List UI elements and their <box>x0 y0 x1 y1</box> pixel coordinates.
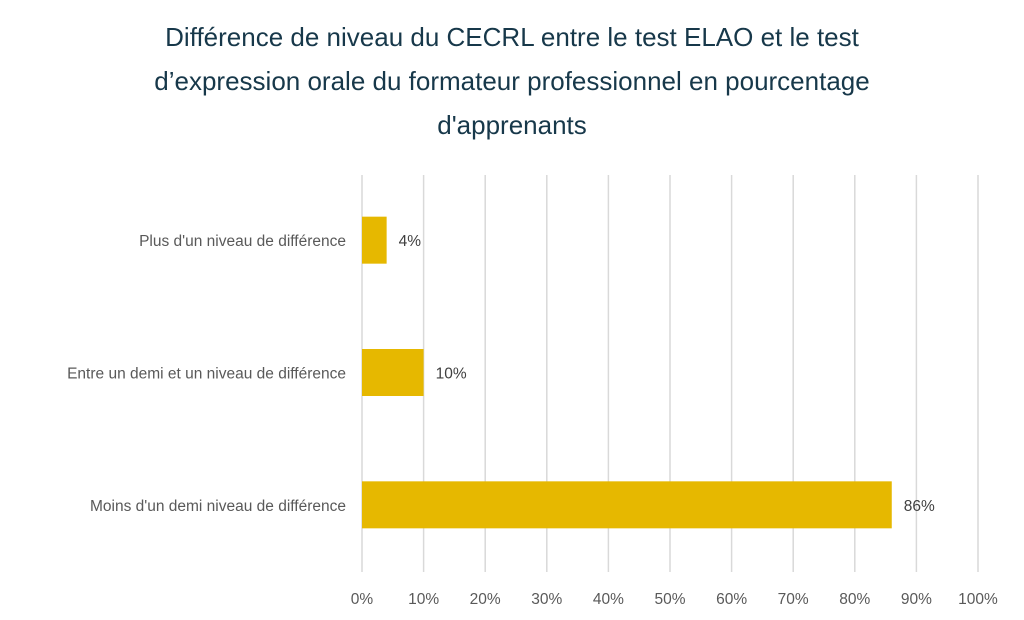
chart-title: Différence de niveau du CECRL entre le t… <box>154 22 869 140</box>
x-tick-label: 80% <box>839 591 870 608</box>
x-tick-label: 0% <box>351 591 374 608</box>
chart-title-line-1: Différence de niveau du CECRL entre le t… <box>165 22 859 52</box>
x-tick-label: 30% <box>531 591 562 608</box>
bar <box>362 481 892 529</box>
x-tick-label: 10% <box>408 591 439 608</box>
x-tick-label: 50% <box>654 591 685 608</box>
x-tick-label: 100% <box>958 591 998 608</box>
category-label: Entre un demi et un niveau de différence <box>67 366 346 383</box>
category-label: Plus d'un niveau de différence <box>139 233 346 250</box>
x-axis-ticks: 0% 10% 20% 30% 40% 50% 60% 70% 80% 90% 100% <box>351 591 998 608</box>
bar <box>362 216 387 264</box>
x-tick-label: 70% <box>778 591 809 608</box>
chart-title-line-3: d'apprenants <box>437 110 587 140</box>
chart-title-line-2: d’expression orale du formateur professi… <box>154 66 869 96</box>
data-label: 4% <box>399 233 422 250</box>
x-tick-label: 90% <box>901 591 932 608</box>
data-label: 86% <box>904 498 935 515</box>
category-label: Moins d'un demi niveau de différence <box>90 498 346 515</box>
x-tick-label: 60% <box>716 591 747 608</box>
gridlines <box>361 175 979 572</box>
bars: Plus d'un niveau de différence 4% Entre un… <box>67 216 935 529</box>
x-tick-label: 20% <box>470 591 501 608</box>
x-tick-label: 40% <box>593 591 624 608</box>
bar <box>362 349 424 396</box>
data-label: 10% <box>436 366 467 383</box>
